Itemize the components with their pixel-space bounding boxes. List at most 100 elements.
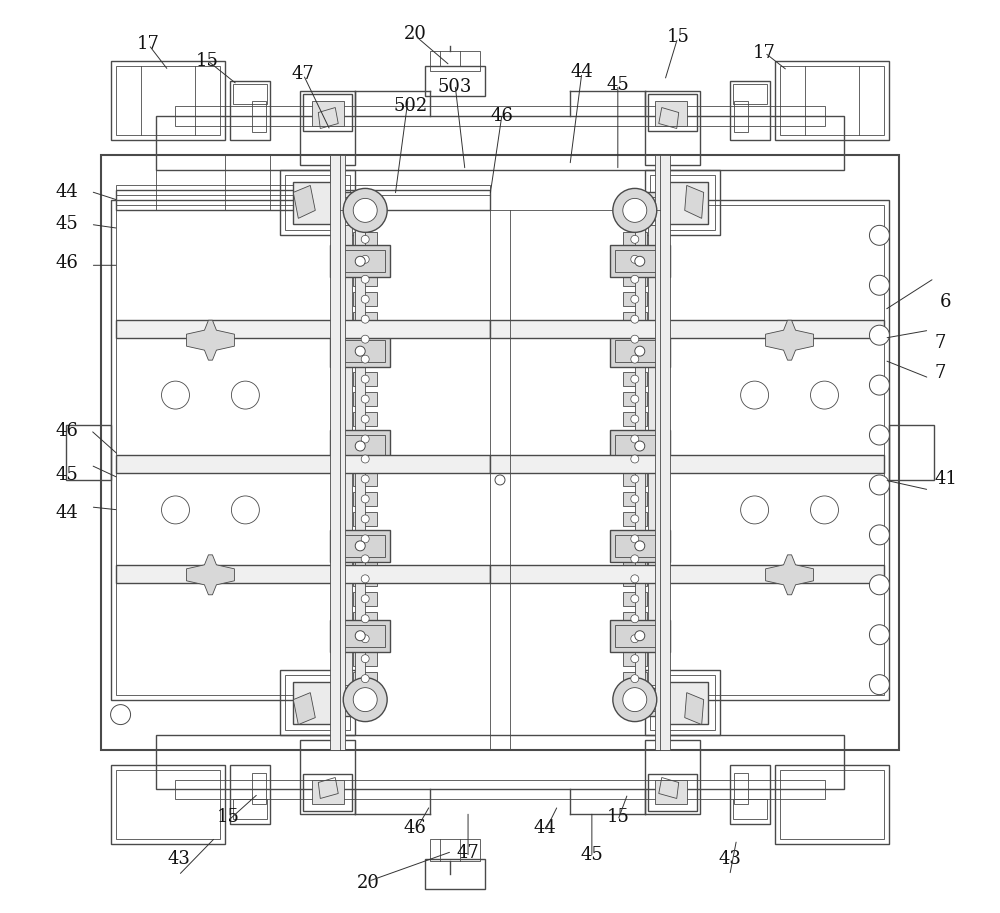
Bar [623,592,647,605]
Bar [116,66,220,135]
Circle shape [613,188,657,232]
Bar [116,185,490,195]
Circle shape [623,198,647,223]
Bar [116,320,490,338]
Bar [353,352,377,366]
Circle shape [811,381,838,409]
Polygon shape [685,185,704,218]
Bar [353,592,377,605]
Bar [175,106,825,125]
Bar [780,66,884,135]
Bar [655,155,670,750]
Bar [280,669,355,735]
Bar [780,770,884,839]
Circle shape [361,415,369,423]
Circle shape [631,495,639,503]
Bar [623,532,647,546]
Bar [353,492,377,506]
Circle shape [631,515,639,523]
Bar [353,672,377,686]
Polygon shape [685,693,704,725]
Bar [623,572,647,586]
Bar [623,373,647,386]
Circle shape [635,346,645,356]
Bar [233,800,267,820]
Bar [335,624,385,646]
Circle shape [631,675,639,683]
Text: 44: 44 [571,63,593,80]
Circle shape [741,496,769,524]
Polygon shape [293,693,315,725]
Text: 45: 45 [606,77,629,94]
Circle shape [869,375,889,395]
Bar [623,632,647,645]
Bar [733,84,767,103]
Bar [353,612,377,625]
Bar [660,200,889,699]
Circle shape [631,575,639,582]
Circle shape [355,257,365,267]
Bar [353,652,377,666]
Circle shape [631,236,639,244]
Bar [623,352,647,366]
Circle shape [361,635,369,643]
Circle shape [631,335,639,343]
Circle shape [869,325,889,345]
Text: 45: 45 [56,466,78,484]
Text: 46: 46 [404,819,427,836]
Bar [353,373,377,386]
Text: 6: 6 [939,292,951,310]
Bar [638,197,660,215]
Circle shape [635,257,645,267]
Circle shape [361,455,369,463]
Bar [312,100,344,125]
Bar [623,672,647,686]
Bar [425,859,485,889]
Circle shape [361,335,369,343]
Text: 20: 20 [357,874,380,892]
Bar [116,455,490,473]
Bar [312,780,344,804]
Bar [335,193,367,220]
Bar [293,183,343,225]
Bar [658,682,708,724]
Bar [490,565,884,582]
Circle shape [495,475,505,485]
Bar [615,435,665,457]
Text: 46: 46 [491,108,513,125]
Bar [655,100,687,125]
Bar [300,90,355,165]
Bar [330,620,390,652]
Circle shape [361,675,369,683]
Bar [116,205,335,695]
Bar [658,183,708,225]
Circle shape [869,276,889,295]
Text: 41: 41 [934,470,957,488]
Circle shape [631,555,639,562]
Bar [66,425,111,480]
Bar [330,335,390,367]
Circle shape [631,475,639,483]
Circle shape [631,295,639,303]
Bar [285,675,350,729]
Circle shape [635,540,645,551]
Circle shape [631,435,639,443]
Bar [353,252,377,267]
Polygon shape [186,320,234,360]
Bar [648,93,697,131]
Circle shape [353,198,377,223]
Bar [353,312,377,326]
Circle shape [355,631,365,641]
Text: 15: 15 [217,808,240,825]
Bar [353,392,377,406]
Bar [623,652,647,666]
Bar [623,412,647,426]
Circle shape [869,226,889,246]
Circle shape [869,575,889,594]
Circle shape [631,614,639,623]
Bar [353,332,377,346]
Bar [430,839,480,861]
Bar [230,764,270,824]
Bar [633,687,665,716]
Bar [353,512,377,526]
